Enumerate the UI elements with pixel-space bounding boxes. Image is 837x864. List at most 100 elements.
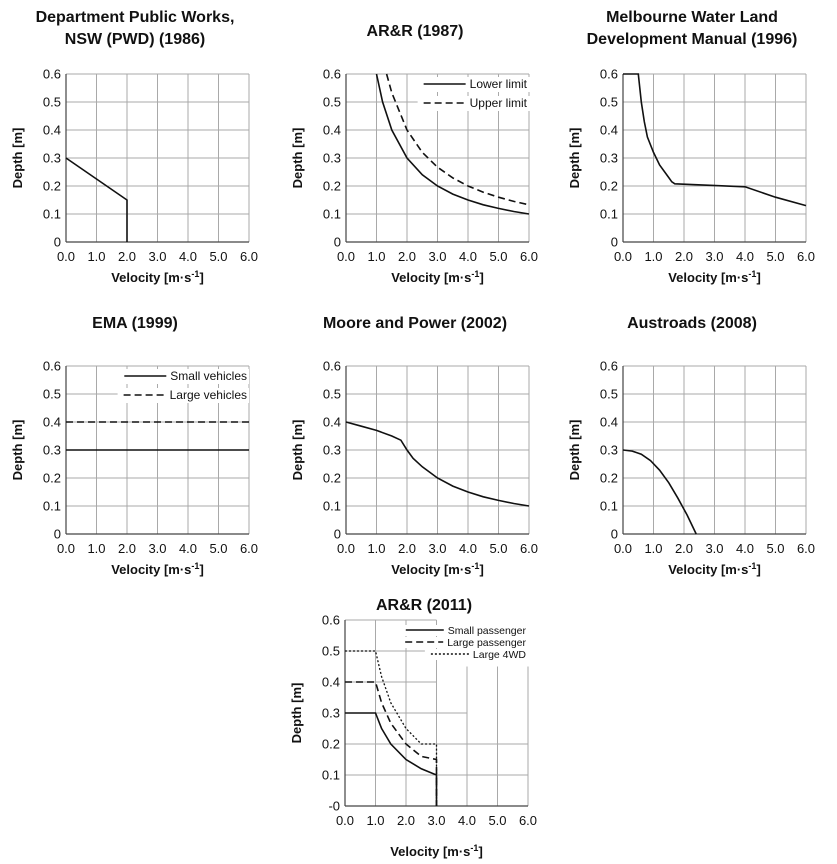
x-tick-label: 6.0 <box>797 541 815 556</box>
x-tick-label: 0.0 <box>337 541 355 556</box>
y-tick-label: 0.2 <box>322 737 340 752</box>
y-tick-label: 0.2 <box>600 179 618 194</box>
y-tick-label: 0.2 <box>43 179 61 194</box>
y-tick-label: 0.3 <box>323 443 341 458</box>
legend-label: Lower limit <box>470 77 528 91</box>
x-tick-label: 5.0 <box>209 249 227 264</box>
x-tick-label: 3.0 <box>428 541 446 556</box>
x-tick-label: 5.0 <box>766 249 784 264</box>
x-tick-label: 5.0 <box>766 541 784 556</box>
y-tick-label: 0.1 <box>323 207 341 222</box>
y-tick-label: 0.2 <box>323 471 341 486</box>
x-tick-label: 0.0 <box>57 249 75 264</box>
y-tick-label: 0.1 <box>43 207 61 222</box>
y-tick-label: 0.2 <box>600 471 618 486</box>
legend-label: Large passenger <box>447 637 526 649</box>
x-tick-label: 5.0 <box>488 813 506 828</box>
y-tick-label: 0.4 <box>43 415 61 430</box>
chart-title-line-1: Department Public Works, <box>35 9 235 26</box>
x-tick-label: 0.0 <box>614 249 632 264</box>
y-tick-label: 0.3 <box>323 151 341 166</box>
chart-title-line-1: AR&R (2011) <box>375 597 473 614</box>
y-tick-label: 0.6 <box>323 67 341 82</box>
legend-label: Small vehicles <box>170 369 247 383</box>
y-tick-label: 0.3 <box>600 151 618 166</box>
y-axis-label: Depth [m] <box>10 420 25 481</box>
x-tick-label: 3.0 <box>428 249 446 264</box>
gridlines <box>65 73 250 243</box>
x-tick-label: 6.0 <box>519 813 537 828</box>
y-axis-label: Depth [m] <box>290 128 305 189</box>
legend: Lower limit Upper limit <box>417 77 530 111</box>
y-tick-label: 0.6 <box>43 359 61 374</box>
x-tick-label: 2.0 <box>397 813 415 828</box>
y-tick-label: 0.5 <box>600 95 618 110</box>
x-tick-label: 4.0 <box>459 249 477 264</box>
x-axis-label: Velocity [m·s-1] <box>391 561 484 577</box>
chart-title-line-1: AR&R (1987) <box>366 23 464 40</box>
chart-title-line-2: NSW (PWD) (1986) <box>64 31 206 48</box>
x-axis-label: Velocity [m·s-1] <box>390 843 483 859</box>
x-axis-label: Velocity [m·s-1] <box>668 561 761 577</box>
y-tick-label: 0.3 <box>322 706 340 721</box>
x-tick-label: 4.0 <box>459 541 477 556</box>
gridlines <box>622 365 807 535</box>
chart-title-line-1: Austroads (2008) <box>627 315 757 332</box>
legend-label: Upper limit <box>470 96 528 110</box>
y-tick-label: 0.2 <box>43 471 61 486</box>
x-tick-label: 1.0 <box>87 541 105 556</box>
y-tick-label: 0 <box>611 527 618 542</box>
legend-label: Large vehicles <box>170 388 247 402</box>
x-tick-label: 4.0 <box>179 249 197 264</box>
chart-panel-arr1987: AR&R (1987) 0.0 1.0 2.0 3.0 4.0 5.0 6.0 0 0.1 0.2… <box>280 8 550 298</box>
x-tick-label: 6.0 <box>240 541 258 556</box>
chart-arr1987: 0.0 1.0 2.0 3.0 4.0 5.0 6.0 0 0.1 0.2 0.3 0.4 0.5 0.6… <box>290 67 538 286</box>
x-tick-label: 5.0 <box>489 249 507 264</box>
series-line-large-passenger <box>345 681 438 806</box>
chart-panel-austroads: Austroads (2008) 0.0 1.0 2.0 3.0 4.0 5.0 6.0 0 0… <box>557 300 827 590</box>
y-axis-label: Depth [m] <box>567 420 582 481</box>
chart-ema: 0.0 1.0 2.0 3.0 4.0 5.0 6.0 0 0.1 0.2 0.3 0.4 0.5 0.6… <box>10 359 258 578</box>
y-tick-label: 0.5 <box>323 95 341 110</box>
y-tick-label: 0.6 <box>323 359 341 374</box>
y-tick-label: 0 <box>611 235 618 250</box>
x-tick-label: 6.0 <box>520 541 538 556</box>
y-tick-label: 0.4 <box>600 415 618 430</box>
x-tick-label: 4.0 <box>736 249 754 264</box>
y-tick-label: 0.6 <box>600 359 618 374</box>
y-tick-label: 0.5 <box>43 387 61 402</box>
chart-title-line-1: Moore and Power (2002) <box>322 315 508 332</box>
x-tick-label: 2.0 <box>118 541 136 556</box>
x-tick-label: 0.0 <box>336 813 354 828</box>
y-tick-label: 0.1 <box>600 499 618 514</box>
series-line-large-4wd <box>345 650 438 806</box>
chart-panel-moore: Moore and Power (2002) 0.0 1.0 2.0 3.0 4.0 5.… <box>280 300 550 590</box>
chart-melbourne: 0.0 1.0 2.0 3.0 4.0 5.0 6.0 0 0.1 0.2 0.3 0.4 0.5 0.6… <box>567 67 815 286</box>
legend-label: Large 4WD <box>473 649 527 661</box>
y-tick-label: 0.5 <box>323 387 341 402</box>
x-tick-label: 0.0 <box>614 541 632 556</box>
x-tick-label: 2.0 <box>398 249 416 264</box>
x-tick-label: 2.0 <box>675 249 693 264</box>
y-tick-label: 0.5 <box>600 387 618 402</box>
series-line-lower-limit <box>375 73 530 215</box>
chart-panel-pwd: Department Public Works, NSW (PWD) (1986… <box>0 8 270 298</box>
gridlines <box>345 365 530 535</box>
x-tick-label: 1.0 <box>644 249 662 264</box>
x-axis-label: Velocity [m·s-1] <box>111 561 204 577</box>
x-axis-label: Velocity [m·s-1] <box>391 269 484 285</box>
x-tick-label: 4.0 <box>458 813 476 828</box>
x-axis-label: Velocity [m·s-1] <box>111 269 204 285</box>
y-tick-label: 0 <box>54 235 61 250</box>
x-axis-label: Velocity [m·s-1] <box>668 269 761 285</box>
x-tick-label: 3.0 <box>705 249 723 264</box>
y-tick-label: 0.4 <box>322 675 340 690</box>
x-tick-label: 5.0 <box>209 541 227 556</box>
x-tick-label: 2.0 <box>675 541 693 556</box>
y-tick-label: 0.4 <box>323 123 341 138</box>
series-line-0 <box>623 73 807 207</box>
y-tick-label: 0 <box>334 527 341 542</box>
y-tick-label: 0.4 <box>43 123 61 138</box>
y-tick-label: 0 <box>54 527 61 542</box>
